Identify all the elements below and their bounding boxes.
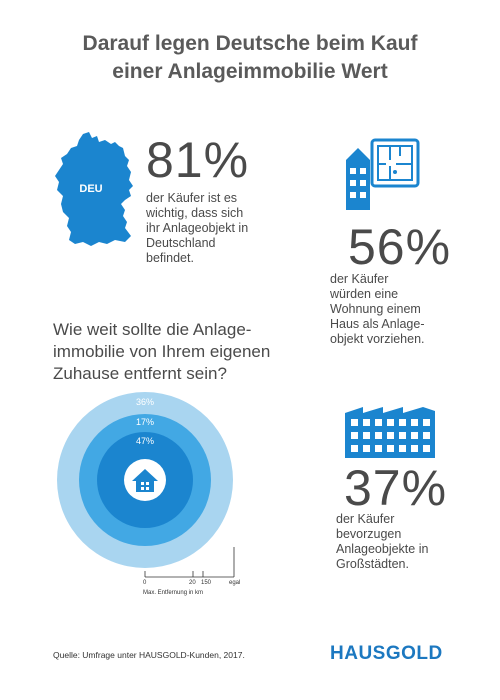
axis-tick-label: 0 [143,580,147,586]
germany-text-line: Deutschland [146,236,216,250]
germany-percent: 81% [146,132,250,188]
axis-title: Max. Entfernung in km [143,590,204,596]
distance-axis [144,547,235,578]
hausgold-logo: HAUSGOLD [330,643,443,664]
source-note: Quelle: Umfrage unter HAUSGOLD-Kunden, 2… [53,650,245,660]
apartment-text-line: Wohnung einem [330,302,421,316]
apartment-text-line: Haus als Anlage- [330,317,425,331]
germany-text-line: ihr Anlageobjekt in [146,221,249,235]
apartment-text-line: der Käufer [330,272,389,286]
apartment-text: der Käufer würden eine Wohnung einem Hau… [330,272,425,347]
city-text-line: bevorzugen [336,527,402,541]
city-percent: 37% [344,460,448,516]
apartment-text-line: objekt vorziehen. [330,332,425,346]
title-line-1: Darauf legen Deutsche beim Kauf [82,32,418,55]
germany-text: der Käufer ist es wichtig, dass sich ihr… [146,191,248,266]
question-line: Wie weit sollte die Anlage- [53,320,252,339]
germany-text-line: der Käufer ist es [146,191,238,205]
germany-text-line: befindet. [146,251,194,265]
axis-tick-label: egal [229,580,241,586]
apartment-text-line: würden eine [330,287,399,301]
distance-rings-chart [57,392,233,568]
germany-label: DEU [79,183,102,195]
title-line-2: einer Anlageimmobilie Wert [112,60,388,83]
apartment-percent: 56% [348,219,452,275]
city-text-line: Großstädten. [336,557,409,571]
question-line: Zuhause entfernt sein? [53,364,227,383]
page-title: Darauf legen Deutsche beim Kauf einer An… [0,30,500,86]
city-text-line: der Käufer [336,512,395,526]
city-text: der Käufer bevorzugen Anlageobjekte in G… [336,512,428,572]
ring-inner-label: 47% [135,436,154,446]
ring-middle-label: 17% [135,417,154,427]
ring-outer-label: 36% [135,397,154,407]
axis-tick-label: 20 [189,580,196,586]
city-text-line: Anlageobjekte in [336,542,429,556]
apartment-building-icon [346,138,420,210]
distance-question: Wie weit sollte die Anlage- immobilie vo… [53,319,270,385]
house-icon [132,469,158,492]
city-buildings-icon [345,407,435,458]
germany-text-line: wichtig, dass sich [146,206,244,220]
germany-map-icon: DEU [55,132,133,246]
axis-tick-label: 150 [201,580,212,586]
question-line: immobilie von Ihrem eigenen [53,342,271,361]
